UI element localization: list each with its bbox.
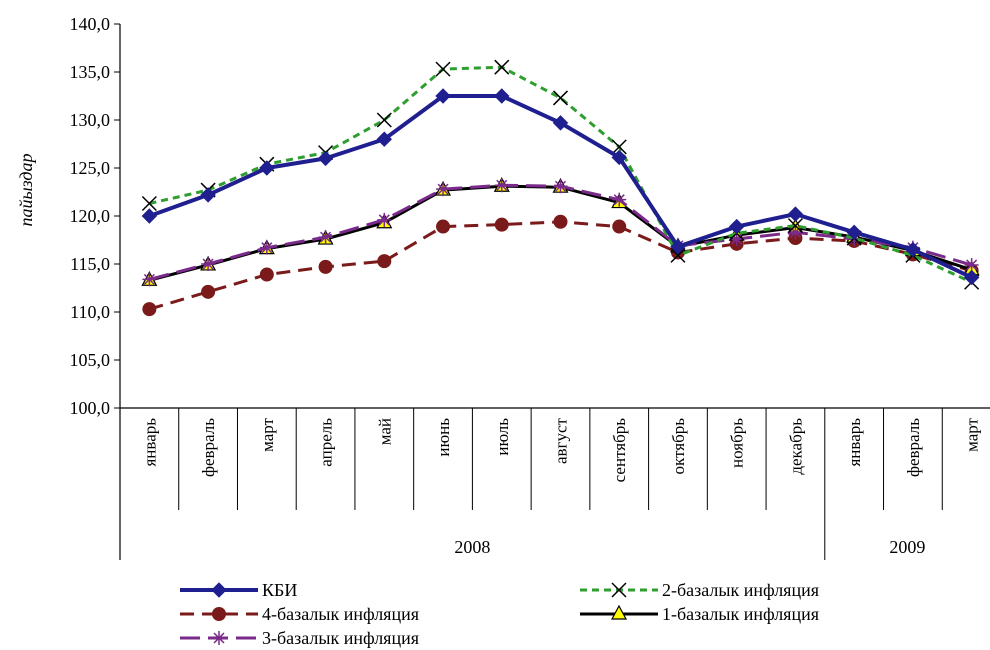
- legend-item: 2-базалык инфляция: [580, 580, 819, 600]
- x-tick-label: июнь: [434, 418, 453, 457]
- legend-label: 2-базалык инфляция: [662, 580, 819, 600]
- y-tick-label: 130,0: [70, 110, 111, 130]
- data-point: [494, 178, 509, 193]
- data-point: [201, 284, 216, 299]
- data-point: [142, 302, 157, 317]
- data-point: [963, 269, 980, 286]
- series-1: [141, 88, 980, 286]
- x-tick-label: апрель: [317, 418, 336, 467]
- data-point: [611, 149, 627, 166]
- legend-marker: [611, 582, 627, 598]
- data-point: [494, 59, 510, 75]
- data-point: [788, 225, 803, 240]
- data-point: [905, 241, 921, 258]
- y-tick-label: 105,0: [70, 350, 111, 370]
- y-tick-label: 110,0: [70, 302, 110, 322]
- x-tick-label: май: [375, 418, 394, 445]
- legend-label: 3-базалык инфляция: [262, 628, 419, 648]
- legend-marker: [610, 604, 628, 620]
- x-tick-label: декабрь: [786, 418, 805, 475]
- y-axis-label: пайыздар: [16, 153, 36, 226]
- y-tick-label: 140,0: [70, 14, 111, 34]
- data-point: [553, 179, 568, 194]
- data-point: [787, 206, 804, 222]
- legend-label: КБИ: [262, 580, 297, 600]
- legend-marker: [211, 582, 227, 598]
- data-point: [142, 272, 157, 287]
- data-point: [141, 208, 158, 224]
- data-point: [494, 88, 510, 104]
- series-line: [149, 65, 973, 284]
- data-point: [377, 254, 392, 269]
- data-point: [141, 195, 157, 212]
- data-point: [787, 218, 803, 234]
- data-point: [728, 218, 745, 235]
- data-point: [377, 212, 392, 227]
- data-point: [376, 131, 393, 147]
- data-point: [729, 232, 744, 247]
- data-point: [376, 112, 392, 128]
- data-point: [670, 239, 686, 255]
- data-point: [670, 247, 686, 263]
- data-point: [552, 90, 569, 106]
- legend-item: 4-базалык инфляция: [180, 604, 419, 624]
- legend-marker: [212, 631, 226, 645]
- y-tick-label: 135,0: [70, 62, 111, 82]
- legend-item: КБИ: [180, 580, 297, 600]
- data-point: [436, 182, 451, 197]
- x-tick-label: октябрь: [669, 418, 688, 475]
- data-point: [552, 115, 569, 131]
- x-tick-label: июль: [493, 418, 512, 456]
- x-tick-label: сентябрь: [610, 418, 629, 483]
- x-axis-categories: январь февраль март апрель май июнь июль август…: [119, 408, 982, 560]
- series-layer: [141, 59, 980, 317]
- x-tick-label: ноябрь: [728, 418, 747, 468]
- data-point: [435, 88, 451, 104]
- x-tick-label: март: [963, 417, 982, 451]
- data-point: [201, 257, 216, 271]
- legend: КБИ 2-базалык инфляция 4-базалык инфляция 1…: [180, 580, 819, 648]
- data-point: [200, 187, 216, 203]
- x-tick-label: август: [552, 417, 571, 464]
- legend-label: 1-базалык инфляция: [662, 604, 819, 624]
- y-tick-label: 125,0: [70, 158, 111, 178]
- data-point: [964, 257, 979, 272]
- x-tick-label: февраль: [199, 418, 218, 477]
- y-tick-label: 115,0: [70, 254, 110, 274]
- year-label: 2008: [454, 537, 490, 557]
- year-label: 2009: [889, 537, 925, 557]
- data-point: [612, 192, 627, 207]
- x-tick-label: март: [258, 417, 277, 451]
- data-point: [436, 219, 451, 234]
- data-point: [846, 224, 862, 241]
- data-point: [317, 150, 334, 167]
- y-tick-label: 100,0: [70, 398, 111, 418]
- legend-item: 3-базалык инфляция: [180, 628, 419, 648]
- x-tick-label: февраль: [904, 418, 923, 477]
- data-point: [553, 214, 568, 229]
- legend-marker: [212, 607, 226, 621]
- data-point: [318, 259, 333, 274]
- data-point: [611, 139, 627, 155]
- data-point: [494, 217, 509, 232]
- data-point: [259, 160, 275, 176]
- data-point: [435, 61, 451, 77]
- data-point: [259, 240, 274, 255]
- legend-label: 4-базалык инфляция: [262, 604, 419, 624]
- legend-item: 1-базалык инфляция: [580, 604, 819, 624]
- data-point: [259, 267, 274, 282]
- data-point: [612, 219, 627, 234]
- y-tick-label: 120,0: [70, 206, 111, 226]
- x-tick-label: январь: [140, 418, 159, 467]
- data-point: [318, 230, 333, 245]
- x-tick-label: январь: [845, 418, 864, 467]
- y-axis-ticks: 100,0 105,0 110,0 115,0 120,0 125,0 130,0 135,0…: [70, 14, 120, 418]
